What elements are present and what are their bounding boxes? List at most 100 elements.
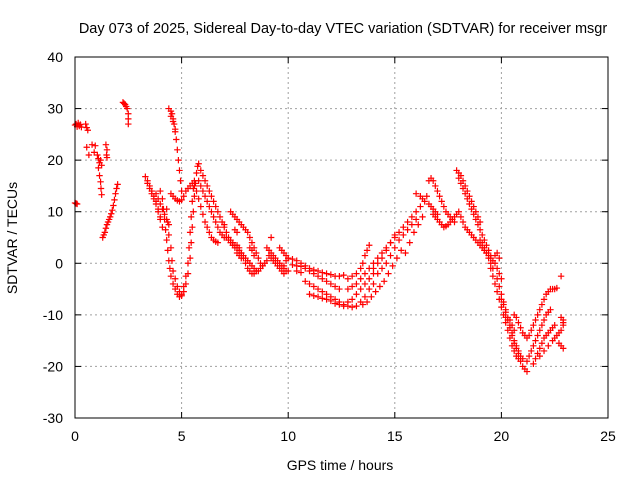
data-point [319,275,326,282]
data-point [455,208,462,215]
data-point [466,200,473,208]
x-tick-label: 15 [387,428,403,444]
plot-frame [74,56,609,419]
data-point [98,162,105,169]
data-point [555,340,563,347]
data-point [154,208,162,215]
data-point [180,283,187,290]
data-point [536,306,543,313]
data-point [380,278,388,285]
data-point [168,257,176,264]
data-point [248,247,256,254]
data-point [363,298,371,306]
data-point [208,208,215,215]
data-point [534,332,541,339]
series-segment-1.1-1.3 [95,156,105,198]
data-point [172,275,179,282]
data-point [538,301,546,308]
data-point [331,283,339,290]
series-segment-1.4-1.5 [102,141,111,161]
data-point [419,213,426,221]
y-tick-label: 0 [55,255,63,271]
data-point [404,218,411,226]
data-point [383,260,390,267]
data-point [97,185,105,192]
data-point [491,260,499,267]
data-point [553,284,561,292]
data-point [193,187,200,195]
data-point [545,342,552,349]
data-point [197,167,204,174]
data-point [406,239,413,246]
data-point [528,347,535,355]
data-point [195,195,202,203]
data-point [498,296,505,303]
y-tick-label: -20 [43,358,63,374]
data-point [246,234,254,241]
data-point [474,221,482,228]
data-point [402,249,409,257]
data-point [366,242,373,249]
data-point [206,203,213,210]
data-point [359,260,367,267]
data-point [197,182,204,190]
data-point [191,182,198,190]
data-point [186,229,194,236]
data-point [472,216,480,223]
data-point [421,198,428,205]
data-point [532,355,539,362]
data-point [344,275,352,282]
data-point [359,301,367,308]
y-tick-label: -30 [43,410,63,426]
data-point [203,182,211,190]
x-tick-label: 5 [178,428,186,444]
data-point [195,160,202,167]
data-point [92,142,99,149]
series-peak-4.6 [165,105,185,195]
series-peak-18.0 [453,167,494,259]
data-point [319,269,326,276]
data-point [233,229,241,236]
data-point [259,262,266,270]
data-point [310,270,317,277]
series-band-9.0-10.0 [263,234,292,277]
data-point [96,172,103,179]
data-point [174,283,181,290]
data-point [536,345,543,352]
data-point [331,300,339,307]
data-point [242,260,249,267]
data-point [157,187,164,195]
data-point [363,247,371,254]
data-point [319,295,326,302]
data-point [199,172,207,179]
data-point [169,267,177,275]
data-point [493,288,501,295]
data-point [400,231,407,239]
series-rising-1.3-2.0 [99,181,121,241]
data-point [440,203,448,210]
data-point [417,203,424,210]
data-point [366,285,373,293]
data-point [182,272,190,280]
data-point [506,316,514,324]
data-point [353,291,360,298]
data-point [510,327,518,334]
series-peak-17.0 [425,174,467,231]
data-point [152,190,160,197]
data-point [348,296,356,303]
data-point [493,249,501,257]
data-point [177,177,184,184]
data-point [530,321,537,329]
data-point [214,239,222,246]
data-point [178,196,185,204]
data-point [125,120,132,128]
data-point [479,231,486,239]
data-point [389,262,396,270]
data-point [82,120,89,128]
data-point [85,151,93,159]
data-point [319,288,326,295]
data-point [560,319,567,326]
data-point [167,272,175,280]
data-point [368,293,375,301]
